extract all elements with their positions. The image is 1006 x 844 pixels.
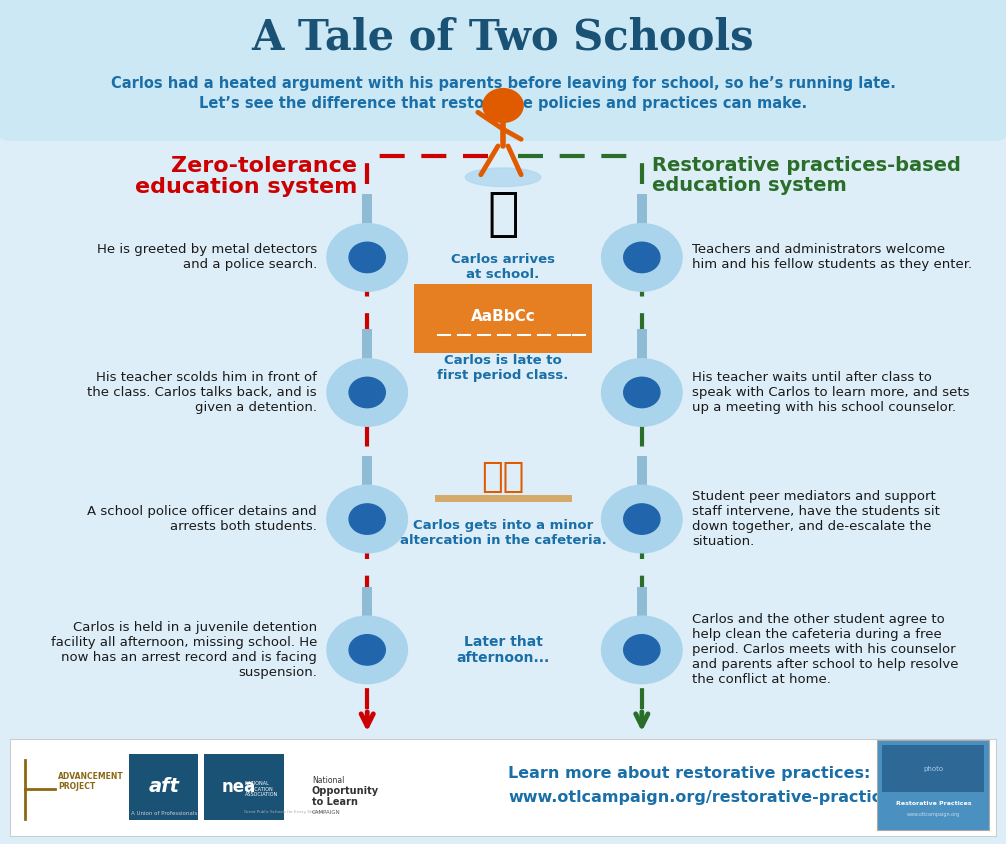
Text: National: National (312, 776, 344, 785)
Text: Opportunity: Opportunity (312, 786, 379, 796)
Text: 🤜🤛: 🤜🤛 (482, 460, 524, 494)
FancyBboxPatch shape (204, 754, 284, 820)
Circle shape (327, 485, 407, 553)
Circle shape (624, 635, 660, 665)
Text: Carlos is held in a juvenile detention
facility all afternoon, missing school. H: Carlos is held in a juvenile detention f… (50, 621, 317, 679)
FancyBboxPatch shape (414, 284, 592, 353)
Text: His teacher scolds him in front of
the class. Carlos talks back, and is
given a : His teacher scolds him in front of the c… (88, 371, 317, 414)
Text: education system: education system (135, 177, 357, 197)
FancyBboxPatch shape (362, 329, 372, 363)
Circle shape (327, 616, 407, 684)
Circle shape (624, 242, 660, 273)
Text: ADVANCEMENT: ADVANCEMENT (58, 772, 124, 781)
Text: PROJECT: PROJECT (58, 782, 96, 791)
Circle shape (602, 359, 682, 426)
Text: Student peer mediators and support
staff intervene, have the students sit
down t: Student peer mediators and support staff… (692, 490, 940, 548)
Circle shape (602, 224, 682, 291)
Circle shape (624, 377, 660, 408)
Text: education system: education system (652, 176, 847, 196)
FancyBboxPatch shape (362, 587, 372, 620)
Text: A Tale of Two Schools: A Tale of Two Schools (252, 17, 754, 59)
Text: Carlos had a heated argument with his parents before leaving for school, so he’s: Carlos had a heated argument with his pa… (111, 76, 895, 91)
Text: A Union of Professionals: A Union of Professionals (131, 811, 197, 816)
Text: www.otlcampaign.org/restorative-practices: www.otlcampaign.org/restorative-practice… (508, 790, 901, 805)
Text: photo: photo (924, 766, 944, 772)
Text: Carlos and the other student agree to
help clean the cafeteria during a free
per: Carlos and the other student agree to he… (692, 614, 959, 686)
Text: His teacher waits until after class to
speak with Carlos to learn more, and sets: His teacher waits until after class to s… (692, 371, 970, 414)
Text: Restorative practices-based: Restorative practices-based (652, 156, 961, 176)
FancyBboxPatch shape (882, 745, 984, 792)
Text: Carlos gets into a minor
altercation in the cafeteria.: Carlos gets into a minor altercation in … (399, 519, 607, 547)
Text: Later that
afternoon...: Later that afternoon... (457, 635, 549, 665)
Text: Let’s see the difference that restorative policies and practices can make.: Let’s see the difference that restorativ… (199, 96, 807, 111)
Circle shape (624, 504, 660, 534)
Text: He is greeted by metal detectors
and a police search.: He is greeted by metal detectors and a p… (97, 243, 317, 272)
FancyBboxPatch shape (877, 740, 989, 830)
Text: CAMPAIGN: CAMPAIGN (312, 810, 341, 815)
Text: Zero-tolerance: Zero-tolerance (171, 156, 357, 176)
FancyBboxPatch shape (637, 456, 647, 490)
FancyBboxPatch shape (129, 754, 198, 820)
Circle shape (349, 504, 385, 534)
Text: Restorative Practices: Restorative Practices (895, 801, 972, 806)
Text: 🏫: 🏫 (487, 187, 519, 240)
Text: nea: nea (221, 777, 256, 796)
FancyBboxPatch shape (362, 194, 372, 228)
Circle shape (349, 242, 385, 273)
Text: to Learn: to Learn (312, 797, 358, 807)
FancyBboxPatch shape (362, 456, 372, 490)
FancyBboxPatch shape (0, 116, 1006, 844)
Text: AaBbCc: AaBbCc (471, 309, 535, 324)
Circle shape (483, 89, 523, 122)
Bar (10, 738, 996, 836)
Text: Great Public Schools for Every Student: Great Public Schools for Every Student (244, 810, 324, 814)
Text: NATIONAL
EDUCATION
ASSOCIATION: NATIONAL EDUCATION ASSOCIATION (244, 781, 278, 798)
Circle shape (349, 377, 385, 408)
Text: www.otlcampaign.org: www.otlcampaign.org (907, 812, 960, 817)
Text: Carlos is late to
first period class.: Carlos is late to first period class. (438, 354, 568, 381)
Text: Carlos arrives
at school.: Carlos arrives at school. (451, 253, 555, 281)
Text: Teachers and administrators welcome
him and his fellow students as they enter.: Teachers and administrators welcome him … (692, 243, 972, 272)
Text: Learn more about restorative practices:: Learn more about restorative practices: (508, 766, 870, 782)
Text: aft: aft (149, 777, 179, 796)
Circle shape (327, 359, 407, 426)
FancyBboxPatch shape (637, 329, 647, 363)
Circle shape (602, 616, 682, 684)
Circle shape (602, 485, 682, 553)
FancyBboxPatch shape (637, 587, 647, 620)
FancyBboxPatch shape (0, 0, 1006, 141)
FancyBboxPatch shape (637, 194, 647, 228)
Text: A school police officer detains and
arrests both students.: A school police officer detains and arre… (88, 505, 317, 533)
Ellipse shape (465, 168, 541, 187)
Circle shape (349, 635, 385, 665)
Circle shape (327, 224, 407, 291)
